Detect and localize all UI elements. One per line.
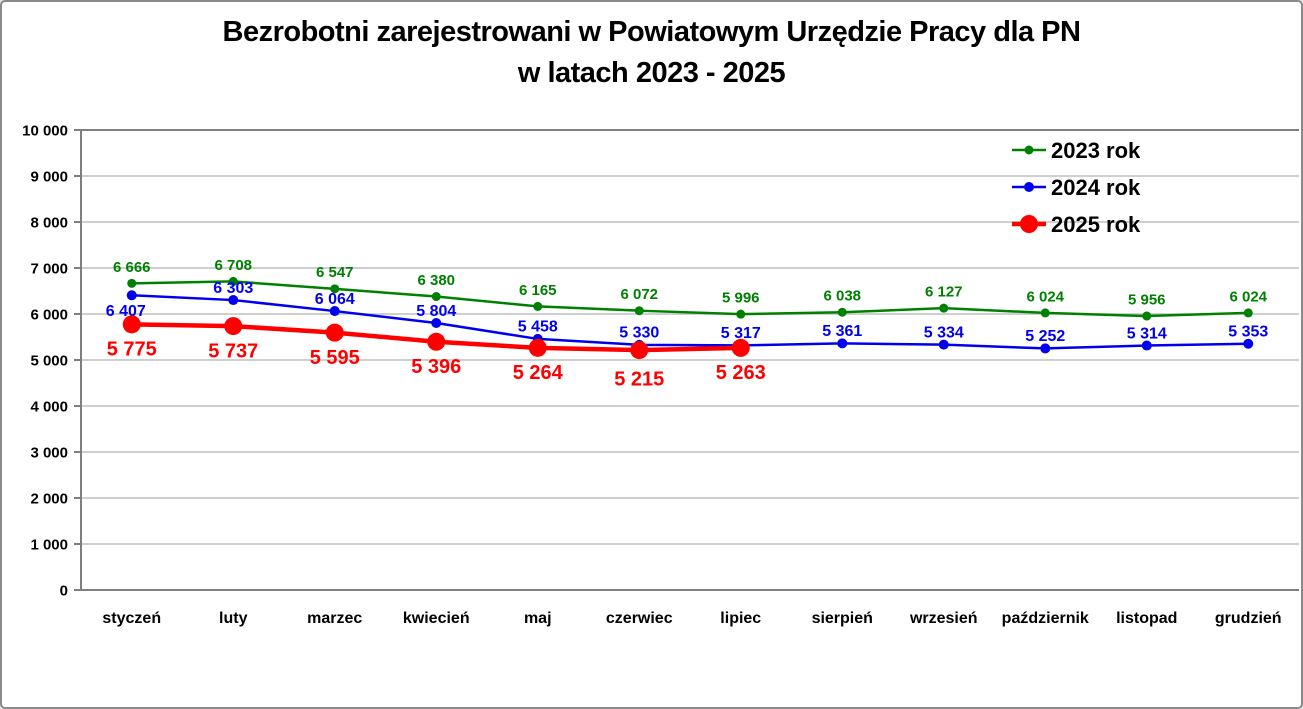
- y-axis-label: 6 000: [30, 307, 68, 324]
- y-axis-label: 4 000: [30, 399, 68, 416]
- data-label-2024: 6 303: [213, 280, 253, 297]
- data-point-2025: [630, 341, 649, 360]
- data-label-2023: 6 380: [417, 272, 455, 289]
- data-point-2024: [1243, 338, 1254, 349]
- data-label-2023: 5 956: [1128, 291, 1166, 308]
- chart-title-line2: w latach 2023 - 2025: [517, 57, 786, 89]
- data-label-2023: 6 127: [925, 284, 963, 301]
- y-axis-label: 0: [60, 583, 68, 600]
- data-label-2023: 6 708: [214, 257, 252, 274]
- y-axis-label: 1 000: [30, 537, 68, 554]
- legend-item-2024: 2024 rok: [1012, 175, 1141, 200]
- data-label-2023: 6 024: [1026, 288, 1064, 305]
- chart-title: Bezrobotni zarejestrowani w Powiatowym U…: [2, 12, 1301, 94]
- data-label-2024: 5 361: [822, 323, 862, 340]
- data-label-2024: 5 317: [721, 325, 761, 342]
- x-axis-label: maj: [524, 610, 552, 627]
- data-point-2024: [1040, 343, 1051, 354]
- data-label-2023: 6 038: [823, 288, 861, 305]
- y-axis-label: 7 000: [30, 261, 68, 278]
- data-point-2023: [1243, 308, 1253, 318]
- data-label-2025: 5 396: [411, 356, 461, 378]
- data-point-2023: [228, 276, 238, 286]
- data-label-2025: 5 263: [716, 362, 766, 384]
- data-point-2023: [1142, 311, 1152, 321]
- legend-label: 2023 rok: [1051, 138, 1141, 163]
- data-point-2024: [329, 306, 340, 317]
- data-label-2024: 5 314: [1127, 325, 1167, 342]
- data-label-2025: 5 775: [107, 339, 157, 361]
- data-point-2023: [939, 303, 949, 313]
- data-label-2023: 6 024: [1229, 288, 1267, 305]
- x-axis-label: październik: [1002, 610, 1089, 627]
- data-label-2025: 5 737: [208, 340, 258, 362]
- data-point-2024: [126, 290, 137, 301]
- data-label-2023: 6 547: [316, 264, 354, 281]
- data-label-2024: 5 353: [1228, 324, 1268, 341]
- x-axis-label: kwiecień: [403, 610, 470, 627]
- data-label-2025: 5 595: [310, 347, 360, 369]
- data-label-2025: 5 215: [614, 368, 664, 390]
- legend-marker: [1020, 215, 1038, 233]
- y-axis-label: 9 000: [30, 169, 68, 186]
- data-point-2025: [325, 323, 344, 342]
- y-axis-label: 3 000: [30, 445, 68, 462]
- data-point-2024: [1141, 340, 1152, 351]
- data-point-2023: [330, 284, 340, 294]
- x-axis-label: sierpień: [812, 610, 873, 627]
- data-label-2024: 5 330: [619, 325, 659, 342]
- series-line-2024-rok: [131, 294, 1249, 350]
- y-axis-label: 8 000: [30, 215, 68, 232]
- x-axis-label: marzec: [307, 610, 362, 627]
- legend-item-2023: 2023 rok: [1012, 138, 1141, 163]
- data-point-2024: [431, 318, 442, 329]
- data-label-2023: 6 666: [113, 259, 151, 276]
- data-label-2023: 5 996: [722, 290, 760, 307]
- data-label-2024: 5 252: [1025, 328, 1065, 345]
- chart-title-line1: Bezrobotni zarejestrowani w Powiatowym U…: [222, 16, 1081, 48]
- y-axis-label: 10 000: [22, 123, 68, 140]
- legend-item-2025: 2025 rok: [1012, 212, 1141, 237]
- x-axis-label: czerwiec: [606, 610, 673, 627]
- data-label-2024: 6 064: [315, 291, 355, 308]
- data-point-2025: [122, 315, 141, 334]
- data-point-2023: [837, 307, 847, 317]
- data-point-2023: [431, 292, 441, 302]
- data-point-2025: [731, 338, 750, 357]
- x-axis-label: wrzesień: [909, 610, 978, 627]
- data-label-2025: 5 264: [513, 362, 564, 384]
- legend-marker: [1024, 145, 1034, 155]
- data-point-2023: [736, 309, 746, 319]
- data-point-2025: [427, 332, 446, 351]
- x-axis-label: luty: [219, 610, 248, 627]
- x-axis-label: grudzień: [1215, 610, 1282, 627]
- data-label-2024: 5 334: [924, 324, 964, 341]
- y-axis-label: 2 000: [30, 491, 68, 508]
- data-point-2023: [127, 278, 137, 288]
- data-label-2023: 6 165: [519, 282, 557, 299]
- data-label-2024: 5 804: [416, 303, 456, 320]
- x-axis-label: styczeń: [102, 610, 161, 627]
- data-point-2025: [528, 338, 547, 357]
- data-point-2023: [1040, 308, 1050, 318]
- data-point-2025: [224, 317, 243, 336]
- data-label-2024: 6 407: [106, 303, 146, 320]
- data-label-2024: 5 458: [518, 319, 558, 336]
- legend-label: 2025 rok: [1051, 212, 1141, 237]
- legend-marker: [1024, 182, 1034, 192]
- x-axis-label: listopad: [1116, 610, 1177, 627]
- data-point-2024: [837, 338, 848, 349]
- data-point-2023: [634, 306, 644, 316]
- data-label-2023: 6 072: [620, 286, 658, 303]
- legend-label: 2024 rok: [1051, 175, 1141, 200]
- data-point-2024: [228, 295, 239, 306]
- series-line-2023-rok: [131, 280, 1249, 318]
- data-point-2024: [938, 339, 949, 350]
- data-point-2023: [533, 301, 543, 311]
- y-axis-label: 5 000: [30, 353, 68, 370]
- x-axis-label: lipiec: [720, 610, 761, 627]
